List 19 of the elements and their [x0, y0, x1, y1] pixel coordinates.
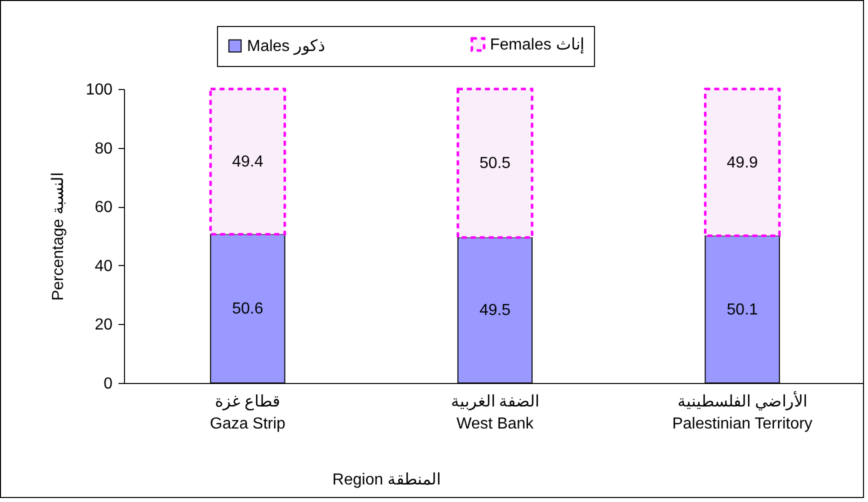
data-label: 49.9: [726, 154, 758, 172]
y-tick-label: 80: [94, 140, 113, 158]
legend-label: Males ذكور: [247, 38, 326, 55]
data-label: 50.6: [232, 300, 264, 318]
y-tick-label: 0: [104, 376, 113, 392]
bar: [704, 88, 781, 237]
data-label: 49.5: [479, 302, 511, 320]
data-label: 50.5: [479, 155, 511, 172]
y-tick-label: 20: [94, 316, 113, 334]
y-tick-label: 60: [94, 199, 113, 216]
bar: [209, 88, 286, 236]
legend-label: Females إناث: [490, 36, 584, 54]
data-label: 49.4: [232, 154, 264, 171]
bar: [456, 88, 534, 239]
y-tick-label: 40: [94, 258, 113, 275]
y-axis-title: Percentage النسبة: [50, 172, 67, 301]
data-label: 50.1: [726, 301, 758, 318]
x-axis-title: Region المنطقة: [332, 472, 441, 488]
y-tick-label: 100: [86, 82, 113, 98]
